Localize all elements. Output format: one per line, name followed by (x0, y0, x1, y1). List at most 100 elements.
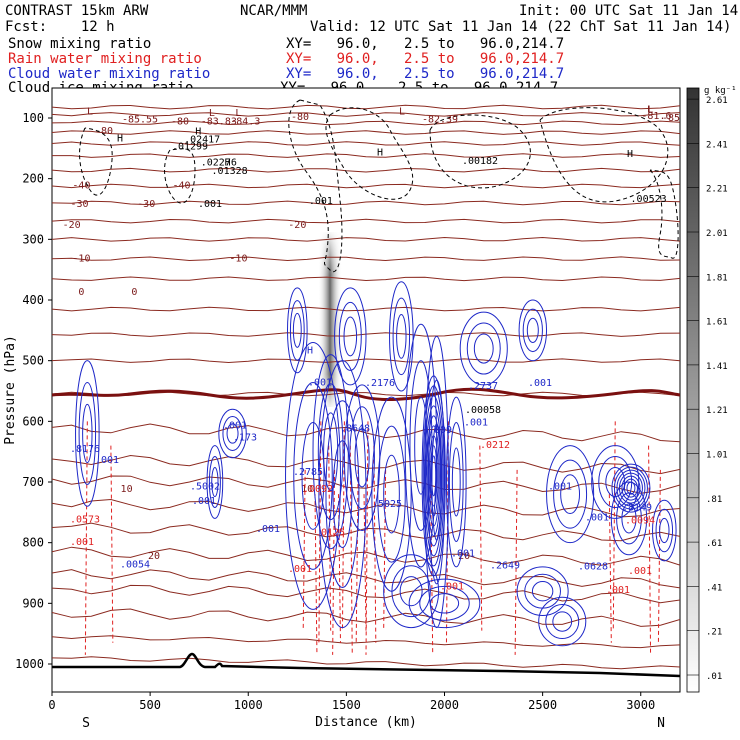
isotherm-label: -80 (95, 126, 113, 137)
cloud-water-core (428, 435, 439, 517)
legend-snow-xy: XY= 96.0, 2.5 to 96.0,214.7 (286, 36, 565, 52)
cloud-water-core (426, 415, 442, 537)
contour-annotation: .001 (628, 566, 652, 577)
contour-annotation: .001 (440, 582, 464, 593)
cloud-water-contour (377, 425, 406, 563)
colorbar-label: 2.21 (706, 185, 728, 195)
isotherm-line (52, 569, 680, 589)
freezing-level-line (52, 387, 680, 402)
x-axis-north-label: N (657, 716, 665, 731)
cloud-water-contour (332, 440, 353, 549)
contour-annotation: .001 (288, 564, 312, 575)
y-tick-label: 900 (22, 596, 44, 610)
colorbar-label: 2.01 (706, 229, 728, 239)
contour-annotation: L (648, 104, 654, 115)
contour-annotation: H (195, 127, 201, 138)
isotherm-label: -30 (137, 199, 155, 210)
contour-annotation: H (377, 147, 383, 158)
colorbar-label: 1.01 (706, 451, 728, 461)
cloud-water-contour (459, 311, 508, 386)
contour-annotation: .5025 (372, 499, 402, 510)
y-tick-label: 1000 (15, 657, 44, 671)
rain-contour (302, 469, 306, 631)
contour-annotation: .0628 (578, 562, 608, 573)
isotherm-line (52, 546, 680, 566)
cloud-water-core (623, 478, 638, 498)
y-tick-label: 600 (22, 414, 44, 428)
isotherm-line (52, 167, 680, 173)
colorbar-label: .21 (706, 628, 722, 638)
isotherm-label: 10 (121, 484, 133, 495)
isotherm-label: -10 (229, 254, 247, 265)
contour-annotation: .809 (428, 425, 452, 436)
isotherm-line (52, 656, 680, 670)
y-tick-label: 300 (22, 232, 44, 246)
contour-annotation: .001 (451, 548, 475, 559)
cloud-water-contour (82, 403, 93, 464)
init-label: Init: 00 UTC Sat 11 Jan 14 (519, 3, 739, 19)
contour-annotation: .0092 (303, 484, 333, 495)
cloud-water-contour (552, 611, 573, 632)
cloud-water-contour (349, 406, 375, 510)
isotherm-line (52, 236, 680, 242)
x-axis-label: Distance (km) (315, 715, 417, 730)
contour-annotation: .5002 (190, 482, 220, 493)
cloud-water-core (613, 466, 648, 510)
contour-annotation: .00182 (462, 156, 498, 167)
legend-cloudwater-xy: XY= 96.0, 2.5 to 96.0,214.7 (286, 66, 565, 82)
contour-annotation: .00058 (465, 405, 501, 416)
contour-annotations: L-85.55 -80 -80 L-82.39L-85.47L-83.83L-84.3… (70, 104, 680, 595)
contour-annotation: .0125 (315, 528, 345, 539)
colorbar-label: 1.61 (706, 318, 728, 328)
contour-annotation: L (209, 108, 215, 119)
isotherm-label: -40 (72, 181, 90, 192)
cloud-water-contour (538, 596, 587, 647)
colorbar-label: 2.61 (706, 96, 728, 106)
cloud-water-contour (292, 312, 302, 348)
y-axis-label: Pressure (hPa) (3, 335, 18, 445)
legend-rain-name: Rain water mixing ratio (8, 51, 202, 67)
isotherm-line (52, 104, 680, 110)
legend-snow-name: Snow mixing ratio (8, 36, 152, 52)
contour-annotation: .8149 (622, 502, 652, 513)
cloud-water-contour (448, 422, 464, 542)
colorbar-unit: g kg⁻¹ (704, 86, 737, 96)
cloud-ice-contours (79, 99, 679, 273)
contour-annotation: -83.83 (201, 116, 237, 127)
rain-contour (363, 494, 367, 631)
y-axis: 100 200 300 400 500 600 700 800 900 1000 (15, 111, 52, 671)
cloud-water-core (431, 455, 437, 497)
colorbar-label: 2.41 (706, 140, 728, 150)
cloud-water-contour (383, 554, 440, 629)
rain-water-contours (84, 421, 661, 655)
isotherm-line (52, 358, 680, 364)
isotherm-line (52, 120, 680, 126)
isotherm-label: 0 (78, 287, 84, 298)
contour-annotation: H (225, 158, 231, 169)
isotherm-line (52, 256, 680, 262)
rain-contour (355, 469, 359, 643)
contour-annotation: .02417 (184, 135, 220, 146)
cloud-water-contour (546, 445, 595, 544)
isotherm-line (52, 276, 680, 282)
cloud-water-contour (301, 422, 325, 530)
rain-contour (383, 469, 387, 631)
cloud-water-contour (206, 445, 224, 519)
terrain-line (52, 652, 680, 678)
y-tick-label: 100 (22, 111, 44, 125)
cloud-water-contour (652, 499, 677, 562)
cloud-water-contour (659, 517, 670, 544)
contour-annotation: .01328 (212, 166, 248, 177)
contour-annotation: .001 (464, 417, 488, 428)
contour-annotation: .2176 (365, 378, 395, 389)
valid-label: Valid: 12 UTC Sat 11 Jan 14 (22 ChT Sat … (310, 19, 732, 35)
contour-annotation: L (647, 104, 653, 115)
rain-contour (328, 445, 332, 631)
isotherm-label: 20 (148, 551, 160, 562)
colorbar-label: .61 (706, 539, 722, 549)
isotherm-line (52, 112, 680, 117)
contour-annotation: .001 (256, 524, 280, 535)
cloud-water-contour (526, 317, 539, 343)
cloud-water-contour (399, 576, 423, 607)
